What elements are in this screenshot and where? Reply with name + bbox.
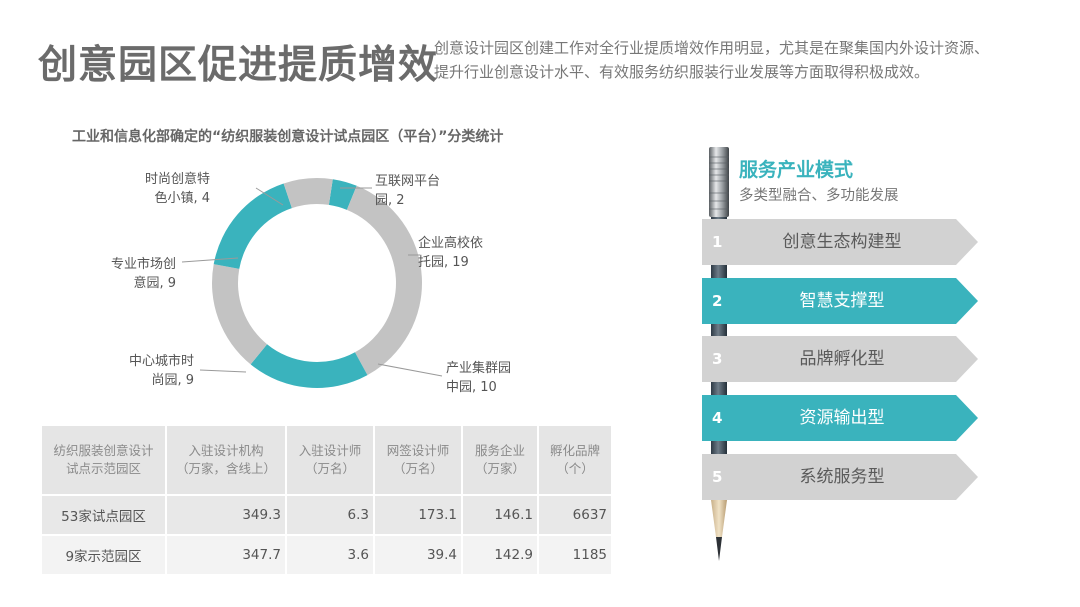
service-step: 1 创意生态构建型 xyxy=(702,219,978,265)
intro-text: 创意设计园区创建工作对全行业提质增效作用明显，尤其是在聚集国内外设计资源、 提升… xyxy=(434,36,1064,84)
table-cell: 9家示范园区 xyxy=(42,534,167,574)
table-cell: 349.3 xyxy=(166,494,287,535)
step-label: 品牌孵化型 xyxy=(799,349,885,369)
table-cell: 3.6 xyxy=(286,534,375,574)
step-label: 智慧支撑型 xyxy=(799,291,885,311)
table-cell: 1185 xyxy=(538,534,613,574)
slice-label: 企业高校依托园, 19 xyxy=(418,235,483,270)
table-cell: 173.1 xyxy=(374,494,463,535)
page-title: 创意园区促进提质增效 xyxy=(38,43,439,88)
step-arrow-shape xyxy=(702,454,978,500)
service-model-subtitle: 多类型融合、多功能发展 xyxy=(739,188,899,204)
slice-label: 产业集群园中园, 10 xyxy=(446,360,511,395)
intro-line-2: 提升行业创意设计水平、有效服务纺织服装行业发展等方面取得积极成效。 xyxy=(434,63,930,81)
step-number: 3 xyxy=(712,350,723,368)
table-cell: 142.9 xyxy=(462,534,539,574)
service-step: 4 资源输出型 xyxy=(702,395,978,441)
table-header-row: 纺织服装创意设计 试点示范园区 入驻设计机构 （万家，含线上） 入驻设计师 （万名） … xyxy=(42,426,613,495)
table-header-cell: 入驻设计机构 （万家，含线上） xyxy=(166,426,287,495)
table-cell: 39.4 xyxy=(374,534,463,574)
table-header-cell: 孵化品牌 （个） xyxy=(538,426,613,495)
step-number: 4 xyxy=(712,409,723,427)
leader-line xyxy=(199,369,247,373)
leader-line xyxy=(255,187,284,206)
table-header-cell: 服务企业 （万家） xyxy=(462,426,539,495)
step-arrow-shape xyxy=(702,278,978,324)
table-cell: 6637 xyxy=(538,494,613,535)
step-number: 5 xyxy=(712,468,723,486)
slice-label: 中心城市时尚园, 9 xyxy=(129,353,194,388)
step-arrow-shape xyxy=(702,336,978,382)
step-number: 2 xyxy=(712,292,723,310)
step-arrow-shape xyxy=(702,395,978,441)
table-cell: 53家试点园区 xyxy=(42,494,167,535)
leader-line xyxy=(377,363,443,377)
table-row: 53家试点园区 349.3 6.3 173.1 146.1 6637 xyxy=(42,494,613,535)
step-label: 资源输出型 xyxy=(799,408,885,428)
slice-label: 互联网平台园, 2 xyxy=(375,174,440,208)
service-step: 5 系统服务型 xyxy=(702,454,978,500)
stats-table: 纺织服装创意设计 试点示范园区 入驻设计机构 （万家，含线上） 入驻设计师 （万名） … xyxy=(42,426,613,574)
table-header-cell: 网签设计师 （万名） xyxy=(374,426,463,495)
table-cell: 146.1 xyxy=(462,494,539,535)
step-number: 1 xyxy=(712,233,723,251)
service-step: 3 品牌孵化型 xyxy=(702,336,978,382)
table-cell: 6.3 xyxy=(286,494,375,535)
slice-label: 专业市场创意园, 9 xyxy=(111,256,176,291)
donut-slice xyxy=(212,264,268,365)
donut-slice xyxy=(283,178,333,209)
chart-title: 工业和信息化部确定的“纺织服装创意设计试点园区（平台）”分类统计 xyxy=(72,129,504,145)
table-header-cell: 入驻设计师 （万名） xyxy=(286,426,375,495)
step-label: 创意生态构建型 xyxy=(782,232,902,252)
slice-label: 时尚创意特色小镇, 4 xyxy=(145,171,210,206)
step-label: 系统服务型 xyxy=(799,467,885,487)
service-model-title: 服务产业模式 xyxy=(739,159,854,181)
donut-chart: 互联网平台园, 2 企业高校依托园, 19 产业集群园中园, 10 中心城市时尚园, … xyxy=(111,171,511,395)
table-row: 9家示范园区 347.7 3.6 39.4 142.9 1185 xyxy=(42,534,613,574)
table-cell: 347.7 xyxy=(166,534,287,574)
donut-slice xyxy=(346,185,422,376)
table-header-cell: 纺织服装创意设计 试点示范园区 xyxy=(42,426,167,495)
donut-slice xyxy=(328,179,357,210)
service-step: 2 智慧支撑型 xyxy=(702,278,978,324)
step-arrow-shape xyxy=(702,219,978,265)
leader-line xyxy=(181,257,239,263)
donut-slice xyxy=(213,183,292,269)
donut-slice xyxy=(250,344,368,388)
intro-line-1: 创意设计园区创建工作对全行业提质增效作用明显，尤其是在聚集国内外设计资源、 xyxy=(434,39,990,57)
